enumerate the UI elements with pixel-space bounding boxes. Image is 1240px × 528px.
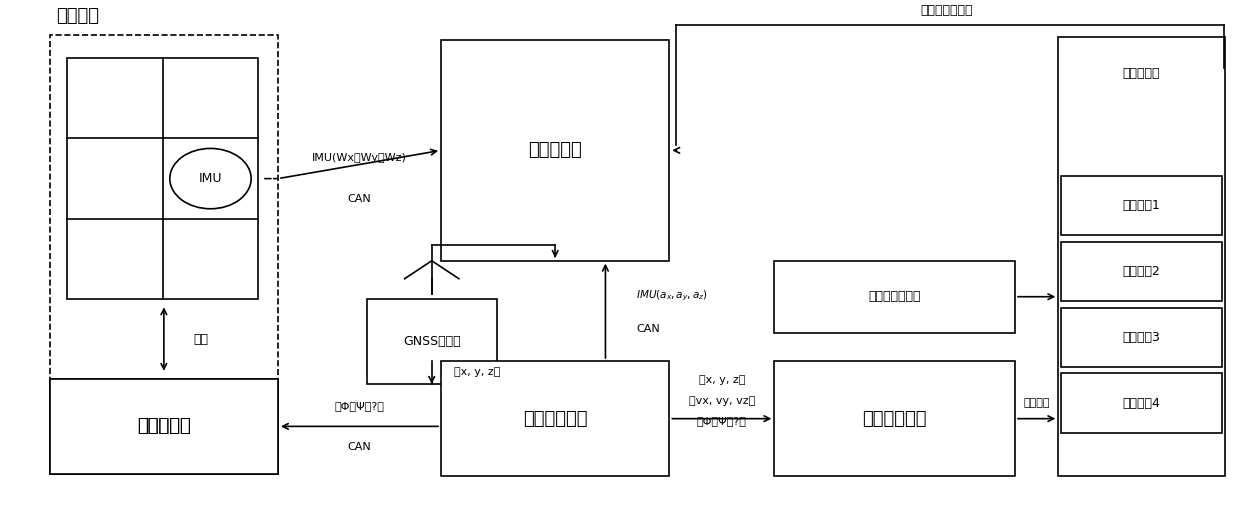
Text: IMU(Wx，Wy，Wz): IMU(Wx，Wy，Wz) <box>312 153 407 163</box>
Text: CAN: CAN <box>636 324 660 334</box>
FancyBboxPatch shape <box>774 261 1016 333</box>
Text: CAN: CAN <box>347 194 372 204</box>
Text: 电动舵机4: 电动舵机4 <box>1122 397 1161 410</box>
Text: 高压配电控制台: 高压配电控制台 <box>868 290 921 303</box>
FancyBboxPatch shape <box>1060 373 1223 432</box>
FancyBboxPatch shape <box>1060 308 1223 366</box>
Text: （Φ，Ψ，?）: （Φ，Ψ，?） <box>697 416 746 426</box>
Text: 光纤: 光纤 <box>193 333 208 345</box>
FancyBboxPatch shape <box>774 361 1016 476</box>
FancyBboxPatch shape <box>1060 176 1223 235</box>
Text: 舵机控制器: 舵机控制器 <box>1122 67 1161 80</box>
Ellipse shape <box>170 148 252 209</box>
Text: （vx, vy, vz）: （vx, vy, vz） <box>688 395 755 406</box>
FancyBboxPatch shape <box>441 361 670 476</box>
Text: 动力学仿真机: 动力学仿真机 <box>523 410 588 428</box>
FancyBboxPatch shape <box>367 299 496 384</box>
Text: $IMU(a_x,a_y,a_z)$: $IMU(a_x,a_y,a_z)$ <box>636 288 708 303</box>
FancyBboxPatch shape <box>50 379 278 474</box>
Text: IMU: IMU <box>198 172 222 185</box>
Text: （x, y, z）: （x, y, z） <box>454 367 501 378</box>
FancyBboxPatch shape <box>67 58 258 299</box>
Text: （x, y, z）: （x, y, z） <box>698 375 745 385</box>
FancyBboxPatch shape <box>441 40 670 261</box>
Text: 三轴转台: 三轴转台 <box>56 6 99 24</box>
Text: 综合控制器: 综合控制器 <box>528 142 582 159</box>
Text: （Φ，Ψ，?）: （Φ，Ψ，?） <box>335 401 384 411</box>
Text: 电动舵机2: 电动舵机2 <box>1122 265 1161 278</box>
FancyBboxPatch shape <box>1060 242 1223 301</box>
Text: 转台控制器: 转台控制器 <box>136 417 191 436</box>
FancyBboxPatch shape <box>50 379 278 474</box>
Text: 摆角及偏角信息: 摆角及偏角信息 <box>920 4 972 17</box>
FancyBboxPatch shape <box>50 35 278 474</box>
Text: 阻尼力矩: 阻尼力矩 <box>1023 398 1050 408</box>
Text: 舵机加载系统: 舵机加载系统 <box>862 410 928 428</box>
FancyBboxPatch shape <box>1058 37 1225 476</box>
Text: GNSS模拟器: GNSS模拟器 <box>403 335 460 348</box>
Text: 电动舵机3: 电动舵机3 <box>1122 331 1161 344</box>
Text: 转台控制器: 转台控制器 <box>136 417 191 436</box>
Text: CAN: CAN <box>347 442 372 452</box>
Text: 电动舵机1: 电动舵机1 <box>1122 199 1161 212</box>
